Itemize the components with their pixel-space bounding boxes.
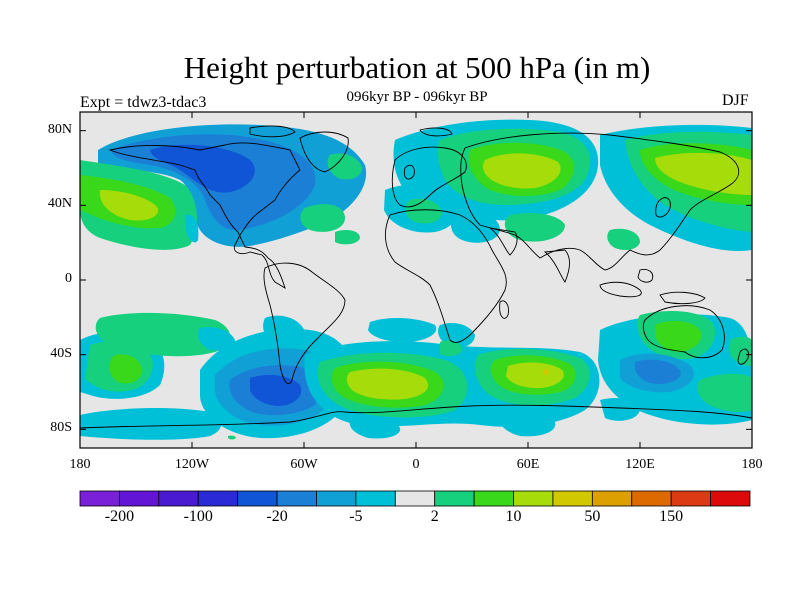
contour-siberia-positive [384, 119, 599, 243]
coast-greenland [299, 131, 349, 173]
lat-label: 80N [47, 121, 72, 137]
coast-madagascar [499, 300, 509, 319]
coast-japan [655, 197, 671, 218]
coast-arabia [489, 227, 518, 256]
colorbar-label: -200 [104, 508, 135, 525]
colorbar-swatch [197, 490, 239, 507]
map-title: Height perturbation at 500 hPa (in m) [183, 50, 651, 85]
colorbar-swatch [276, 490, 317, 507]
map-panel [80, 112, 752, 448]
colorbar-swatch [79, 490, 120, 507]
colorbar-label: -5 [349, 508, 363, 525]
colorbar-swatch [119, 490, 160, 507]
coast-south-america [263, 262, 346, 385]
lat-label: 0 [65, 271, 72, 286]
colorbar-swatch [434, 490, 475, 507]
colorbar-swatch [552, 490, 593, 507]
experiment-label: Expt = tdwz3-tdac3 [80, 94, 207, 111]
axis-ticks [79, 112, 753, 448]
contour-ne-pacific-positive [80, 160, 199, 250]
colorbar-label: 150 [659, 508, 684, 525]
lat-label: 40S [50, 345, 72, 361]
coast-asia [460, 132, 740, 271]
lon-label: 180 [69, 457, 91, 472]
contour-antarctic [228, 412, 556, 440]
lat-label: 80S [50, 420, 72, 436]
lon-label: 60W [290, 457, 318, 472]
coast-north-america [108, 142, 301, 289]
coast-africa [384, 209, 507, 343]
colorbar-label: -100 [183, 508, 213, 525]
coast-uk [403, 164, 415, 180]
contour-south-pacific [80, 312, 236, 440]
contour-nw-pacific-positive [600, 124, 752, 251]
contour-australia [598, 310, 752, 425]
coast-australia [642, 305, 725, 359]
coast-new-guinea [659, 291, 706, 305]
coast-india [543, 249, 570, 283]
lon-label: 120W [174, 457, 210, 472]
colorbar-swatch [355, 490, 396, 507]
colorbar-label: -20 [266, 508, 288, 525]
colorbar-label: 50 [584, 508, 601, 525]
colorbar-swatch [513, 490, 554, 507]
map-subtitle: 096kyr BP - 096kyr BP [346, 89, 488, 105]
colorbar-label: 10 [505, 508, 522, 525]
lon-label: 180 [741, 457, 763, 472]
coast-sumatra [599, 281, 642, 298]
colorbar-swatch [591, 490, 633, 507]
lon-label: 120E [625, 457, 655, 472]
colorbar-swatch [670, 490, 711, 507]
coast-new-zealand [737, 348, 749, 365]
colorbar-label: 2 [430, 508, 439, 525]
coast-borneo [637, 269, 654, 283]
colorbar-swatch [237, 490, 278, 507]
season-label: DJF [722, 92, 749, 109]
colorbar-swatch [631, 490, 672, 507]
contour-field [80, 119, 752, 440]
contour-north-america-negative [98, 124, 367, 247]
colorbar-swatch [710, 490, 751, 507]
lon-label: 0 [412, 457, 420, 472]
colorbar-swatch [394, 490, 436, 507]
lat-label: 40N [47, 196, 72, 212]
colorbar-swatch [158, 490, 199, 507]
coast-europe [391, 146, 467, 208]
coast-antarctica [80, 404, 752, 429]
lon-label: 60E [516, 457, 540, 472]
colorbar-swatch [473, 490, 514, 507]
coastlines [80, 125, 752, 429]
coast-arctic-archipelago [249, 125, 296, 138]
colorbar-swatch [316, 490, 357, 507]
colorbar [79, 490, 751, 507]
coast-svalbard [419, 127, 453, 137]
